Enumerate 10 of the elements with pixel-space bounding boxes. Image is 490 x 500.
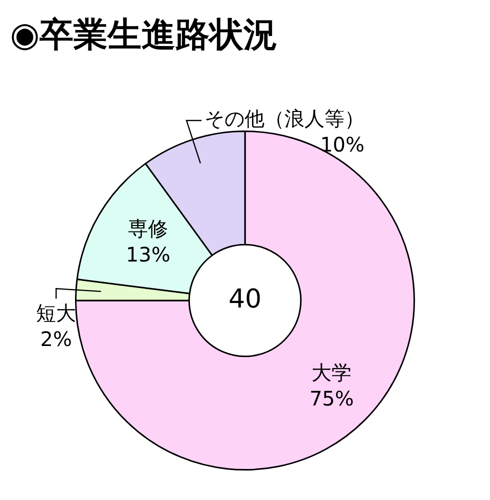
- slice-label: 大学: [312, 360, 352, 384]
- slice-label: その他（浪人等）: [204, 106, 365, 131]
- data-label: 13%: [126, 242, 170, 266]
- text: 40: [228, 284, 262, 314]
- data-label: 75%: [309, 386, 354, 410]
- slice-label: 短大: [36, 300, 76, 325]
- data-label: 10%: [320, 132, 365, 157]
- chart-title: ◉卒業生進路状況: [10, 14, 279, 57]
- slice-label: 専修: [128, 216, 168, 240]
- data-label: 2%: [40, 326, 72, 351]
